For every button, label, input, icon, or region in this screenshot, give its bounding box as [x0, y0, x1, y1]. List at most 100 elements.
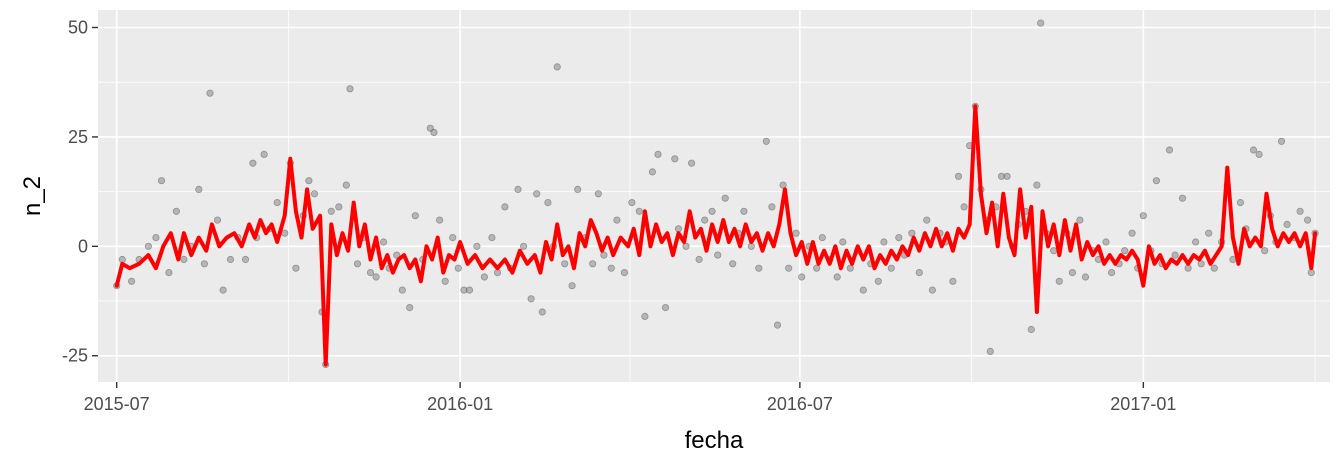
y-tick-label: 25 — [68, 127, 88, 147]
scatter-point — [533, 190, 541, 198]
y-axis-title: n_2 — [19, 176, 46, 216]
scatter-point — [1068, 268, 1077, 277]
scatter-point — [449, 234, 457, 242]
plot-panel — [98, 10, 1330, 382]
scatter-point — [682, 242, 690, 250]
scatter-point — [1171, 251, 1179, 259]
y-axis: 50 25 0 -25 — [62, 18, 98, 366]
scatter-point — [568, 282, 576, 290]
scatter-point — [887, 264, 895, 272]
scatter-point — [226, 255, 235, 264]
scatter-point — [960, 203, 968, 211]
scatter-point — [379, 238, 388, 246]
scatter-point — [768, 203, 776, 211]
scatter-point — [1128, 229, 1136, 237]
line-series — [114, 104, 1318, 367]
scatter-point — [172, 207, 180, 215]
scatter-point — [488, 234, 496, 242]
scatter-point — [1261, 247, 1269, 255]
scatter-point — [441, 277, 449, 285]
scatter-point — [372, 273, 380, 281]
x-tick-label: 2016-07 — [767, 394, 833, 414]
scatter-point — [514, 185, 522, 193]
scatter-point — [1304, 216, 1312, 224]
scatter-point — [1037, 19, 1045, 27]
scatter-point — [635, 207, 643, 215]
scatter-point — [620, 268, 629, 277]
scatter-point — [661, 303, 670, 312]
scatter-point — [607, 264, 615, 272]
scatter-point — [327, 207, 335, 215]
scatter-point — [895, 234, 903, 242]
scatter-point — [641, 312, 649, 320]
x-axis-title: fecha — [685, 427, 744, 454]
scatter-point — [465, 286, 474, 294]
scatter-point — [292, 264, 300, 272]
scatter-point — [473, 242, 481, 250]
scatter-point — [1178, 194, 1187, 202]
scatter-point — [708, 207, 716, 215]
scatter-point — [1283, 220, 1291, 228]
scatter-point — [273, 199, 281, 207]
x-axis: 2015-07 2016-01 2016-07 2017-01 — [84, 382, 1176, 414]
scatter-point — [721, 194, 729, 202]
scatter-point — [342, 181, 350, 189]
scatter-point — [353, 260, 362, 268]
scatter-point — [346, 85, 354, 93]
scatter-point — [538, 308, 546, 316]
scatter-point — [695, 255, 703, 264]
scatter-point — [923, 216, 931, 224]
scatter-point — [241, 255, 250, 264]
scatter-point — [200, 260, 208, 268]
scatter-point — [519, 242, 528, 250]
scatter-point — [430, 128, 438, 137]
scatter-point — [1076, 216, 1084, 224]
scatter-point — [165, 268, 173, 277]
scatter-point — [908, 229, 916, 237]
y-tick-label: 50 — [68, 18, 88, 38]
scatter-point — [755, 264, 763, 272]
scatter-point — [600, 251, 608, 259]
scatter-point — [1307, 268, 1315, 277]
scatter-point — [1296, 207, 1304, 215]
scatter-point — [553, 63, 561, 71]
scatter-point — [260, 150, 268, 158]
scatter-point — [915, 268, 923, 277]
scatter-point — [1184, 264, 1192, 272]
scatter-point — [213, 216, 222, 224]
scatter-point — [305, 177, 313, 185]
scatter-point — [1249, 146, 1258, 154]
scatter-point — [398, 286, 406, 294]
scatter-point — [310, 190, 319, 198]
scatter-point — [1108, 268, 1116, 277]
scatter-point — [206, 89, 214, 97]
scatter-point — [366, 268, 375, 277]
scatter-point — [729, 260, 737, 268]
scatter-point — [480, 273, 488, 281]
y-tick-label: 0 — [78, 236, 88, 256]
scatter-point — [846, 264, 854, 272]
scatter-point — [674, 225, 683, 233]
scatter-point — [195, 185, 203, 193]
scatter-point — [833, 273, 841, 281]
scatter-point — [740, 207, 748, 215]
scatter-point — [839, 238, 847, 246]
scatter-point — [561, 260, 569, 268]
scatter-point — [1277, 137, 1286, 145]
scatter-point — [613, 216, 621, 224]
scatter-point — [335, 203, 343, 211]
x-tick-label: 2017-01 — [1110, 394, 1176, 414]
y-tick-label: -25 — [62, 346, 88, 366]
scatter-point — [687, 159, 696, 167]
scatter-point — [874, 277, 882, 285]
scatter-point — [628, 199, 636, 207]
scatter-point — [792, 229, 800, 237]
scatter-point — [1236, 199, 1245, 207]
scatter-point — [219, 286, 227, 294]
scatter-point — [411, 212, 419, 220]
scatter-point — [859, 286, 867, 294]
scatter-point — [1081, 273, 1090, 281]
scatter-point — [454, 264, 462, 272]
scatter-point — [880, 238, 888, 246]
